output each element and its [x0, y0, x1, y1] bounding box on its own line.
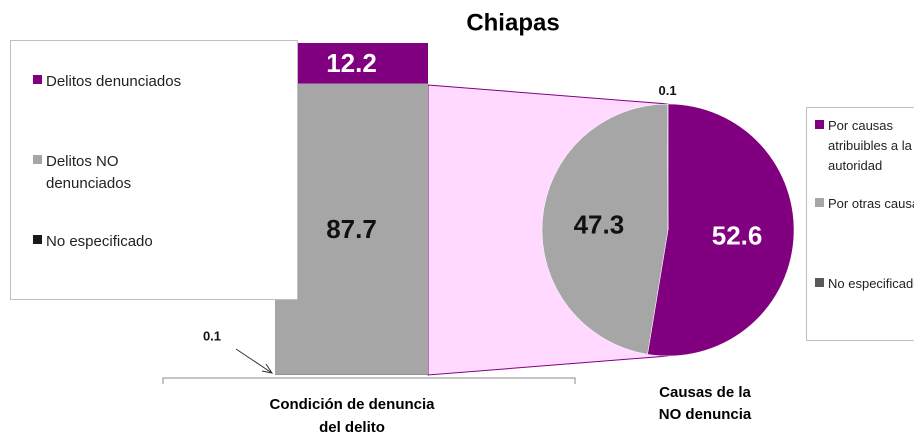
data-label: 0.1	[203, 328, 221, 343]
legend-label: Delitos NO denunciados	[46, 153, 132, 192]
bar-segment	[275, 83, 428, 375]
data-label: 12.2	[326, 48, 377, 78]
data-label: 0.1	[659, 83, 677, 98]
legend-label: Delitos denunciados	[46, 73, 182, 90]
bar-segment	[275, 43, 428, 84]
legend: Por causas atribuibles a la autoridad Por…	[806, 107, 914, 341]
legend-swatch	[815, 278, 824, 287]
legend: Delitos denunciados Delitos NO denunciado…	[10, 40, 298, 300]
pie-slice	[647, 103, 795, 357]
legend-swatch	[33, 75, 42, 84]
chart-title: Chiapas	[466, 9, 559, 36]
data-label: 87.7	[326, 214, 377, 244]
pie-slice	[541, 103, 669, 355]
annotation-arrow	[235, 348, 274, 374]
legend-item: Delitos NO denunciados	[33, 151, 183, 195]
legend-label: No especificado	[828, 276, 914, 291]
chart-subtitle: Causas de la NO denuncia	[659, 384, 752, 423]
data-label: 47.3	[574, 209, 625, 239]
legend-item: Por causas atribuibles a la autoridad	[815, 116, 914, 176]
x-axis-label: Condición de denuncia del delito	[269, 396, 435, 436]
legend-swatch	[815, 120, 824, 129]
legend-swatch	[33, 235, 42, 244]
legend-label: Por otras causas	[828, 196, 914, 211]
legend-swatch	[815, 198, 824, 207]
pie-slice	[666, 103, 669, 231]
legend-item: Por otras causas	[815, 194, 914, 214]
axis-line	[162, 377, 576, 384]
data-label: 52.6	[712, 221, 763, 251]
legend-label: No especificado	[46, 233, 153, 250]
legend-item: No especificado	[33, 231, 183, 253]
legend-item: No especificado	[815, 274, 914, 294]
legend-swatch	[33, 155, 42, 164]
legend-item: Delitos denunciados	[33, 71, 183, 93]
legend-label: Por causas atribuibles a la autoridad	[828, 118, 912, 173]
